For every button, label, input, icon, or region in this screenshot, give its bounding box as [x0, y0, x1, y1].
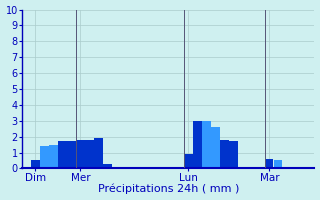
Bar: [76, 140, 84, 168]
Bar: [193, 121, 202, 168]
Bar: [94, 138, 102, 168]
Bar: [85, 140, 93, 168]
Bar: [274, 160, 283, 168]
Bar: [68, 141, 76, 168]
Bar: [265, 159, 274, 168]
Bar: [229, 141, 237, 168]
Bar: [184, 154, 193, 168]
Bar: [203, 121, 211, 168]
Bar: [103, 164, 111, 168]
Bar: [59, 141, 67, 168]
Bar: [49, 145, 58, 168]
Bar: [40, 146, 49, 168]
Bar: [31, 160, 40, 168]
Bar: [212, 127, 220, 168]
X-axis label: Précipitations 24h ( mm ): Précipitations 24h ( mm ): [98, 184, 239, 194]
Bar: [220, 140, 228, 168]
